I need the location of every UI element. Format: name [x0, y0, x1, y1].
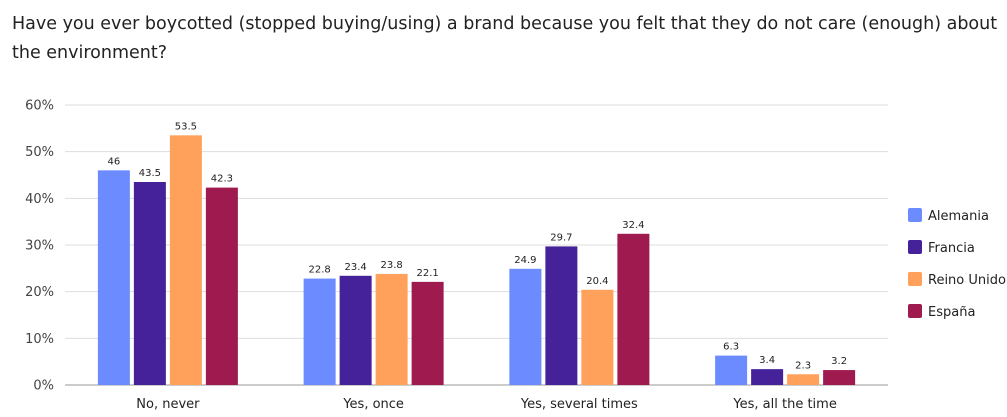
bar-españa [411, 281, 444, 385]
y-tick-label: 20% [25, 285, 54, 300]
legend-label: Reino Unido [928, 273, 1006, 288]
data-label: 2.3 [795, 360, 811, 371]
legend-label: Alemania [928, 209, 989, 224]
data-label: 20.4 [586, 276, 608, 287]
x-tick-label: Yes, several times [520, 397, 638, 412]
data-label: 23.4 [344, 262, 366, 273]
legend-label: Francia [928, 241, 975, 256]
bar-alemania [97, 170, 130, 385]
x-tick-label: Yes, all the time [732, 397, 836, 412]
y-tick-label: 60% [25, 99, 54, 114]
data-label: 22.8 [308, 265, 330, 276]
bar-alemania [509, 268, 542, 385]
legend-swatch [908, 240, 922, 254]
data-label: 22.1 [416, 268, 438, 279]
x-tick-label: No, never [136, 397, 200, 412]
y-tick-label: 40% [25, 192, 54, 207]
bar-francia [133, 182, 166, 385]
y-tick-label: 10% [25, 332, 54, 347]
bar-españa [205, 187, 238, 385]
data-label: 24.9 [514, 255, 536, 266]
bar-reino-unido [581, 289, 614, 385]
data-label: 42.3 [211, 174, 233, 185]
bar-alemania [303, 278, 336, 385]
data-label: 29.7 [550, 232, 572, 243]
data-label: 3.4 [759, 355, 775, 366]
data-label: 32.4 [622, 220, 644, 231]
y-tick-label: 0% [33, 379, 54, 394]
y-tick-label: 50% [25, 145, 54, 160]
x-tick-label: Yes, once [342, 397, 404, 412]
bar-francia [545, 246, 578, 385]
data-label: 43.5 [139, 168, 161, 179]
data-label: 23.8 [380, 260, 402, 271]
bar-francia [751, 369, 784, 385]
data-label: 46 [108, 156, 121, 167]
bar-españa [823, 370, 856, 385]
bar-reino-unido [375, 273, 408, 385]
bar-francia [339, 275, 372, 385]
legend-swatch [908, 304, 922, 318]
chart-title: Have you ever boycotted (stopped buying/… [12, 14, 998, 63]
data-label: 53.5 [175, 121, 197, 132]
bar-españa [617, 233, 650, 385]
data-label: 6.3 [723, 342, 739, 353]
data-label: 3.2 [831, 356, 847, 367]
y-tick-label: 30% [25, 239, 54, 254]
bar-reino-unido [169, 135, 202, 385]
bar-alemania [715, 355, 748, 385]
bar-reino-unido [787, 374, 820, 385]
legend-swatch [908, 208, 922, 222]
legend-swatch [908, 272, 922, 286]
legend-label: España [928, 305, 975, 320]
